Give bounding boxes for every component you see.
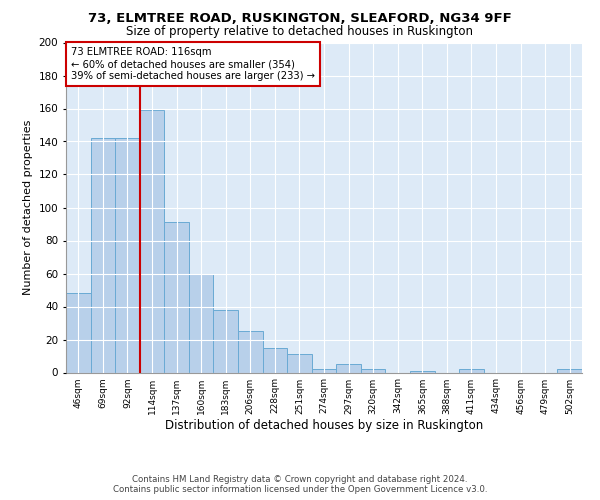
Bar bbox=[214, 310, 238, 372]
Text: Contains HM Land Registry data © Crown copyright and database right 2024.
Contai: Contains HM Land Registry data © Crown c… bbox=[113, 474, 487, 494]
Bar bbox=[164, 222, 189, 372]
Bar bbox=[312, 369, 336, 372]
Bar bbox=[459, 369, 484, 372]
X-axis label: Distribution of detached houses by size in Ruskington: Distribution of detached houses by size … bbox=[165, 420, 483, 432]
Y-axis label: Number of detached properties: Number of detached properties bbox=[23, 120, 33, 295]
Bar bbox=[140, 110, 164, 372]
Bar bbox=[410, 371, 434, 372]
Bar bbox=[115, 138, 140, 372]
Bar bbox=[263, 348, 287, 372]
Text: 73, ELMTREE ROAD, RUSKINGTON, SLEAFORD, NG34 9FF: 73, ELMTREE ROAD, RUSKINGTON, SLEAFORD, … bbox=[88, 12, 512, 26]
Bar bbox=[361, 369, 385, 372]
Bar bbox=[91, 138, 115, 372]
Bar bbox=[336, 364, 361, 372]
Text: 73 ELMTREE ROAD: 116sqm
← 60% of detached houses are smaller (354)
39% of semi-d: 73 ELMTREE ROAD: 116sqm ← 60% of detache… bbox=[71, 48, 315, 80]
Text: Size of property relative to detached houses in Ruskington: Size of property relative to detached ho… bbox=[127, 25, 473, 38]
Bar bbox=[557, 369, 582, 372]
Bar bbox=[287, 354, 312, 372]
Bar bbox=[238, 331, 263, 372]
Bar bbox=[189, 274, 214, 372]
Bar bbox=[66, 294, 91, 372]
